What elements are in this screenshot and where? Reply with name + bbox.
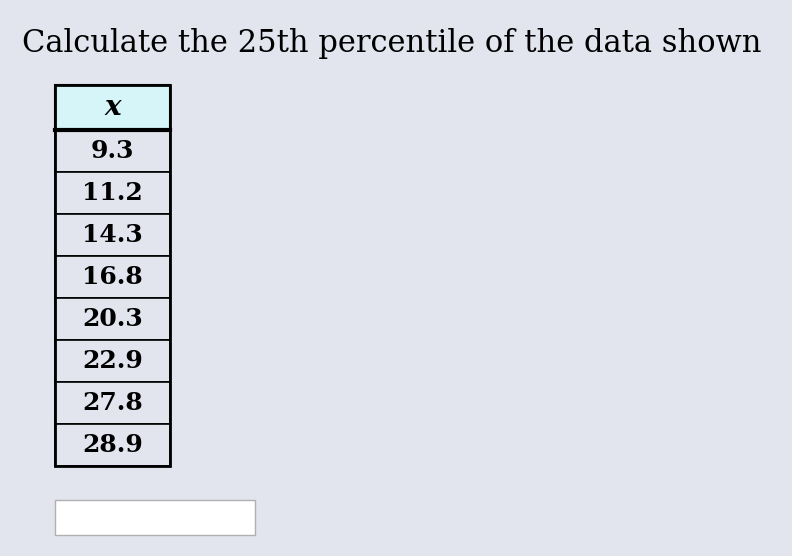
Text: 28.9: 28.9 [82, 433, 143, 457]
Bar [55, 172, 170, 214]
Text: x: x [105, 94, 120, 121]
Bar [55, 256, 170, 298]
Text: 14.3: 14.3 [82, 223, 143, 247]
Bar [55, 298, 170, 340]
Text: 20.3: 20.3 [82, 307, 143, 331]
Text: 16.8: 16.8 [82, 265, 143, 289]
Text: 11.2: 11.2 [82, 181, 143, 205]
Text: 27.8: 27.8 [82, 391, 143, 415]
Bar [55, 340, 170, 382]
Bar [55, 500, 255, 535]
Bar [55, 130, 170, 172]
Text: Calculate the 25th percentile of the data shown: Calculate the 25th percentile of the dat… [22, 28, 761, 59]
Bar [55, 382, 170, 424]
Bar [55, 85, 170, 130]
Text: 22.9: 22.9 [82, 349, 143, 373]
Bar [55, 85, 170, 466]
Bar [55, 214, 170, 256]
Text: 9.3: 9.3 [91, 139, 135, 163]
Bar [55, 424, 170, 466]
